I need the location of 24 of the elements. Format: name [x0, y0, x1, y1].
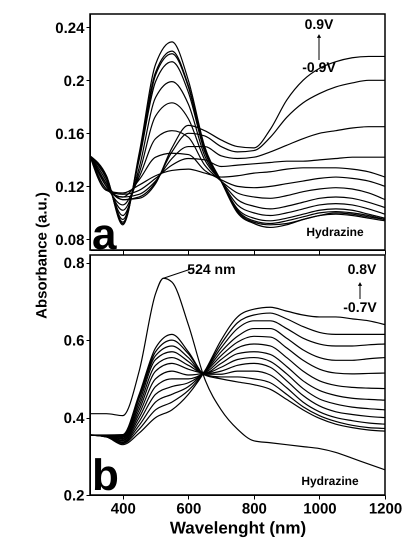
- annotation: 524 nm: [187, 261, 236, 278]
- annotation: b: [92, 451, 119, 500]
- y-tick-label: 0.16: [55, 126, 84, 143]
- y-tick-label: 0.8: [64, 255, 84, 272]
- y-axis-title: Absorbance (a.u.): [33, 192, 50, 319]
- annotation: Hydrazine: [306, 225, 364, 239]
- annotation: 0.9V: [304, 16, 334, 32]
- x-axis-title: Wavelenght (nm): [170, 518, 306, 538]
- y-tick-label: 0.2: [64, 72, 84, 90]
- y-tick-label: 0.6: [64, 332, 84, 350]
- x-tick-label: 1200: [368, 500, 402, 518]
- annotation: 0.8V: [348, 261, 378, 277]
- y-tick-label: 0.2: [64, 488, 84, 504]
- x-tick-label: 400: [110, 500, 136, 518]
- x-tick-label: 800: [242, 500, 267, 518]
- annotation: a: [92, 210, 117, 259]
- y-tick-label: 0.24: [55, 20, 86, 37]
- x-tick-label: 600: [176, 500, 202, 518]
- x-tick-label: 1000: [303, 500, 337, 518]
- y-tick-label: 0.08: [55, 232, 84, 249]
- y-tick-label: 0.4: [64, 410, 86, 428]
- annotation: Hydrazine: [301, 474, 359, 488]
- y-tick-label: 0.12: [55, 178, 84, 196]
- annotation: -0.7V: [343, 299, 378, 315]
